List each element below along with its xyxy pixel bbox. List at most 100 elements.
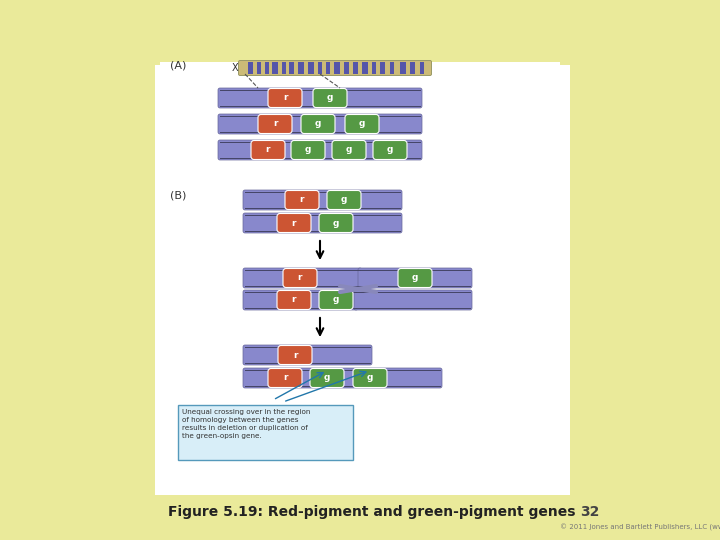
FancyBboxPatch shape: [243, 368, 442, 388]
Bar: [0, 0, 174, 540]
Bar: [155, 65, 570, 495]
FancyBboxPatch shape: [268, 368, 302, 388]
FancyBboxPatch shape: [319, 213, 353, 233]
Bar: [0, 0, 168, 540]
Bar: [0, 0, 171, 540]
Bar: [0, 0, 163, 540]
FancyBboxPatch shape: [373, 140, 407, 159]
Bar: [0, 0, 158, 540]
Bar: [0, 0, 180, 540]
Bar: [0, 0, 170, 540]
Bar: [0, 0, 178, 540]
Text: r: r: [292, 295, 296, 305]
Bar: [0, 0, 157, 540]
FancyBboxPatch shape: [238, 60, 431, 76]
Bar: [298, 62, 304, 74]
FancyBboxPatch shape: [243, 213, 402, 233]
FancyBboxPatch shape: [243, 190, 402, 210]
FancyBboxPatch shape: [243, 268, 362, 288]
Text: g: g: [346, 145, 352, 154]
Bar: [248, 62, 253, 74]
FancyBboxPatch shape: [218, 114, 422, 134]
FancyBboxPatch shape: [178, 405, 353, 460]
FancyBboxPatch shape: [319, 291, 353, 309]
Bar: [0, 0, 169, 540]
Text: g: g: [387, 145, 393, 154]
Bar: [0, 0, 178, 540]
Bar: [0, 0, 166, 540]
FancyBboxPatch shape: [345, 114, 379, 133]
Bar: [0, 0, 158, 540]
Text: (B): (B): [170, 190, 186, 200]
Bar: [0, 0, 166, 540]
FancyBboxPatch shape: [268, 89, 302, 107]
Bar: [289, 62, 294, 74]
FancyBboxPatch shape: [258, 114, 292, 133]
Bar: [0, 0, 161, 540]
Bar: [0, 0, 171, 540]
Bar: [0, 0, 161, 540]
Text: r: r: [283, 374, 287, 382]
Bar: [0, 0, 184, 540]
Bar: [0, 0, 172, 540]
Bar: [0, 0, 159, 540]
Bar: [0, 0, 175, 540]
Text: r: r: [300, 195, 305, 205]
Bar: [420, 62, 424, 74]
FancyBboxPatch shape: [283, 268, 317, 287]
Bar: [0, 0, 168, 540]
Bar: [334, 62, 340, 74]
FancyBboxPatch shape: [243, 290, 358, 310]
Text: g: g: [412, 273, 418, 282]
Text: g: g: [341, 195, 347, 205]
Bar: [0, 0, 179, 540]
Text: X: X: [232, 63, 238, 73]
FancyBboxPatch shape: [277, 291, 311, 309]
Bar: [353, 62, 358, 74]
Bar: [265, 62, 269, 74]
Bar: [0, 0, 183, 540]
Bar: [0, 0, 173, 540]
Bar: [372, 62, 376, 74]
FancyBboxPatch shape: [301, 114, 335, 133]
Text: r: r: [298, 273, 302, 282]
Text: 32: 32: [580, 505, 599, 519]
Text: g: g: [324, 374, 330, 382]
Text: g: g: [366, 374, 373, 382]
Bar: [0, 0, 184, 540]
Bar: [326, 62, 330, 74]
Bar: [0, 0, 179, 540]
Bar: [0, 0, 167, 540]
Text: g: g: [305, 145, 311, 154]
Bar: [0, 0, 155, 540]
Text: g: g: [333, 295, 339, 305]
Text: r: r: [293, 350, 297, 360]
Bar: [410, 62, 415, 74]
Bar: [0, 0, 171, 540]
Bar: [0, 0, 164, 540]
Bar: [0, 0, 164, 540]
FancyBboxPatch shape: [251, 140, 285, 159]
Bar: [0, 0, 177, 540]
Text: r: r: [273, 119, 277, 129]
Text: g: g: [333, 219, 339, 227]
Bar: [0, 0, 163, 540]
Bar: [0, 0, 160, 540]
FancyBboxPatch shape: [398, 268, 432, 287]
Bar: [0, 0, 181, 540]
FancyBboxPatch shape: [332, 140, 366, 159]
FancyBboxPatch shape: [218, 140, 422, 160]
FancyBboxPatch shape: [243, 345, 372, 365]
Text: r: r: [292, 219, 296, 227]
FancyBboxPatch shape: [218, 88, 422, 108]
Bar: [0, 0, 179, 540]
Bar: [0, 0, 184, 540]
Bar: [0, 0, 173, 540]
Bar: [257, 62, 261, 74]
Bar: [308, 62, 314, 74]
Text: Figure 5.19: Red-pigment and green-pigment genes: Figure 5.19: Red-pigment and green-pigme…: [168, 505, 575, 519]
Text: r: r: [266, 145, 270, 154]
Bar: [0, 0, 156, 540]
Bar: [0, 0, 163, 540]
FancyBboxPatch shape: [285, 191, 319, 210]
